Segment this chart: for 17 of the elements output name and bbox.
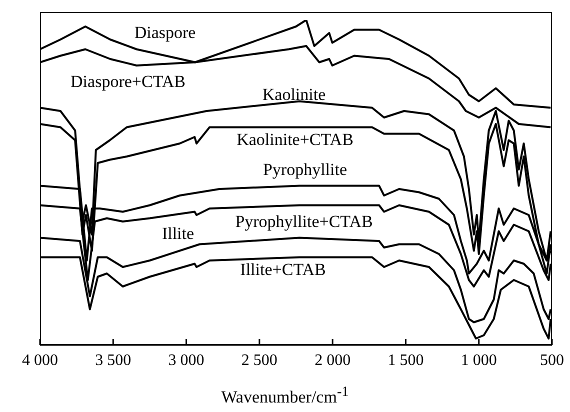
series-label: Illite [160, 224, 196, 243]
series-label: Diaspore+CTAB [70, 72, 186, 91]
x-tick-label: 3 000 [168, 352, 204, 369]
x-tick-label: 1 000 [460, 352, 497, 369]
x-tick-label: 1 500 [388, 352, 424, 369]
x-tick-label: 500 [540, 352, 564, 369]
series-label: Pyrophyllite [262, 160, 348, 179]
series-label: Pyrophyllite+CTAB [234, 212, 374, 231]
x-axis-title: Wavenumber/cm$^{-1}$ [220, 384, 350, 408]
x-tick-label: 2 500 [241, 352, 278, 369]
x-tick-label: 4 000 [22, 352, 58, 369]
series-label: Diaspore [133, 23, 197, 42]
series-label: Kaolinite [261, 85, 327, 104]
series-label: Kaolinite+CTAB [236, 130, 354, 149]
x-tick-label: 3 500 [95, 352, 132, 369]
series-label: Illite+CTAB [239, 260, 327, 279]
x-tick-label: 2 000 [314, 352, 351, 369]
